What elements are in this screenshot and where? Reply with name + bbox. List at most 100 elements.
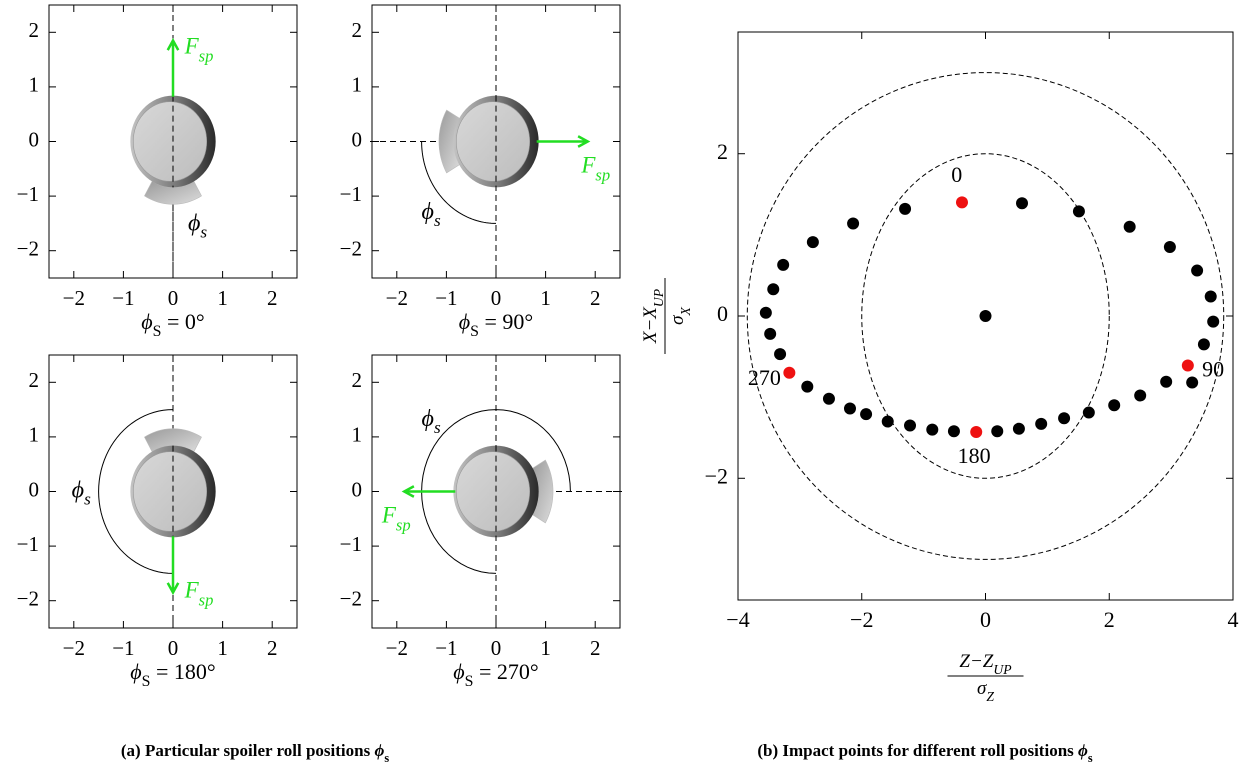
impact-point: [1035, 417, 1048, 430]
impact-point: [970, 426, 983, 439]
axis-label-denominator-part: σ: [977, 678, 987, 699]
point-label: 270: [748, 365, 781, 390]
roll-arc: [421, 141, 497, 224]
impact-point: [860, 408, 873, 421]
x-tick-label: 0: [168, 636, 179, 660]
impact-point: [767, 283, 780, 296]
impact-point: [774, 348, 787, 361]
angle-label-part: ϕ: [188, 210, 200, 236]
impact-point: [1072, 205, 1085, 218]
impact-point: [806, 236, 819, 249]
impact-point: [955, 196, 968, 209]
y-tick-label: −2: [17, 587, 39, 611]
angle-label: ϕs: [72, 477, 91, 509]
x-tick-label: 0: [491, 286, 502, 310]
x-axis-label: ϕS = 90°: [459, 309, 533, 340]
projectile-body: [132, 101, 208, 182]
roll-arc: [421, 409, 571, 574]
x-tick-label: 2: [590, 636, 601, 660]
x-axis-label-part: S: [142, 673, 151, 690]
force-label-part: sp: [396, 516, 411, 535]
impact-point: [1082, 406, 1095, 419]
angle-label: ϕs: [188, 210, 207, 242]
x-axis-label: ϕS = 180°: [130, 659, 215, 690]
y-tick-label: 1: [29, 423, 40, 447]
force-label-part: F: [580, 153, 596, 178]
axis-label-numerator-part: UP: [993, 662, 1011, 677]
axis-label-denominator-part: X: [678, 306, 693, 316]
point-label: 0: [951, 162, 962, 187]
x-tick-label: 0: [491, 636, 502, 660]
roll-arc: [98, 409, 174, 574]
y-tick-label: 1: [352, 73, 363, 97]
impact-point: [926, 423, 939, 436]
x-tick-label: 0: [168, 286, 179, 310]
x-tick-label: 2: [1104, 607, 1115, 632]
impact-point: [847, 217, 860, 230]
y-tick-label: −1: [17, 182, 39, 206]
y-tick-label: −1: [340, 532, 362, 556]
x-axis-label-part: = 270°: [473, 659, 538, 684]
sigma-ellipse: [861, 153, 1110, 479]
impact-point: [843, 402, 856, 415]
axis-label-numerator-part: X−X: [640, 306, 661, 344]
caption-part: ϕ: [374, 741, 384, 760]
angle-label: ϕs: [422, 406, 441, 438]
caption-part: (b) Impact points for different roll pos…: [757, 741, 1078, 760]
impact-point: [979, 310, 992, 322]
x-tick-label: 0: [980, 607, 991, 632]
angle-label-part: ϕ: [72, 477, 84, 503]
force-arrow: [401, 485, 456, 498]
axis-label-denominator-part: Z: [986, 689, 994, 704]
y-tick-label: 0: [717, 301, 728, 326]
x-tick-label: 4: [1228, 607, 1239, 632]
axis-label-numerator: Z−ZUP: [959, 651, 1011, 676]
impact-point: [764, 327, 777, 340]
force-arrow: [536, 135, 591, 148]
y-tick-label: 0: [29, 477, 40, 501]
impact-point: [881, 415, 894, 428]
impact-point: [1207, 315, 1220, 328]
x-tick-label: 1: [217, 286, 228, 310]
impact-point: [1123, 220, 1136, 233]
x-tick-label: −4: [726, 607, 749, 632]
x-axis-label-part: ϕ: [130, 659, 141, 684]
x-tick-label: −2: [850, 607, 873, 632]
impact-point: [947, 425, 960, 438]
axis-label-denominator: σX: [667, 306, 692, 324]
angle-label-part: s: [434, 419, 441, 438]
force-arrow: [166, 536, 180, 596]
y-tick-label: 2: [352, 368, 363, 392]
impact-point: [904, 419, 917, 432]
y-tick-label: −2: [17, 237, 39, 261]
point-label: 180: [958, 443, 991, 468]
angle-label-part: s: [84, 490, 91, 509]
x-axis-label-part: = 0°: [161, 309, 204, 334]
impact-point: [1186, 376, 1199, 389]
y-tick-label: 1: [29, 73, 40, 97]
y-tick-label: −2: [340, 237, 362, 261]
axis-label-denominator-part: σ: [667, 315, 688, 325]
impact-point: [1108, 399, 1121, 412]
y-tick-label: 2: [29, 368, 40, 392]
point-label: 90: [1202, 357, 1224, 382]
caption-part: s: [384, 751, 389, 765]
x-tick-label: −1: [112, 286, 134, 310]
impact-point: [783, 366, 796, 379]
impact-point: [777, 258, 790, 271]
x-tick-label: −2: [386, 636, 408, 660]
projectile-body: [455, 101, 531, 182]
x-axis-label-part: = 90°: [479, 309, 533, 334]
force-label-part: sp: [595, 166, 610, 185]
x-tick-label: 1: [540, 286, 551, 310]
y-tick-label: 2: [29, 18, 40, 42]
axis-label-numerator-part: UP: [651, 289, 666, 307]
impact-point: [759, 306, 772, 319]
angle-label-part: s: [200, 223, 207, 242]
x-tick-label: 1: [217, 636, 228, 660]
impact-point: [1058, 412, 1071, 425]
force-label-part: sp: [199, 47, 214, 66]
x-tick-label: 1: [540, 636, 551, 660]
